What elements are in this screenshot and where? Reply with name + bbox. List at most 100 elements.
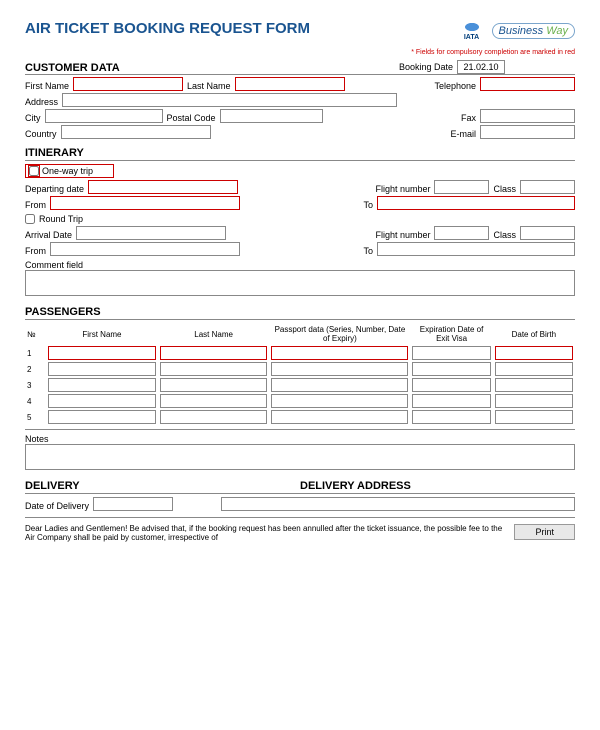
last-name-input[interactable] bbox=[235, 77, 345, 91]
class1-input[interactable] bbox=[520, 180, 575, 194]
fax-input[interactable] bbox=[480, 109, 575, 123]
delivery-heading: DELIVERY bbox=[25, 480, 300, 493]
first-name-label: First Name bbox=[25, 81, 69, 91]
class1-label: Class bbox=[493, 184, 516, 194]
to2-input[interactable] bbox=[377, 242, 575, 256]
arrival-input[interactable] bbox=[76, 226, 226, 240]
departing-input[interactable] bbox=[88, 180, 238, 194]
to2-label: To bbox=[363, 246, 373, 256]
oneway-label: One-way trip bbox=[42, 166, 93, 176]
pass-passport-input[interactable] bbox=[271, 378, 408, 392]
country-input[interactable] bbox=[61, 125, 211, 139]
col-last: Last Name bbox=[158, 323, 270, 345]
round-label: Round Trip bbox=[39, 214, 83, 224]
address-label: Address bbox=[25, 97, 58, 107]
postal-label: Postal Code bbox=[167, 113, 216, 123]
first-name-input[interactable] bbox=[73, 77, 183, 91]
address-input[interactable] bbox=[62, 93, 397, 107]
pass-first-input[interactable] bbox=[48, 394, 156, 408]
page-title: AIR TICKET BOOKING REQUEST FORM bbox=[25, 20, 310, 37]
footer-text: Dear Ladies and Gentlemen! Be advised th… bbox=[25, 524, 502, 542]
pass-dob-input[interactable] bbox=[495, 362, 573, 376]
row-num: 2 bbox=[25, 361, 46, 377]
pass-exit-input[interactable] bbox=[412, 346, 490, 360]
pass-last-input[interactable] bbox=[160, 378, 268, 392]
country-label: Country bbox=[25, 129, 57, 139]
delivery-date-label: Date of Delivery bbox=[25, 501, 89, 511]
col-exit: Expiration Date of Exit Visa bbox=[410, 323, 492, 345]
pass-exit-input[interactable] bbox=[412, 394, 490, 408]
booking-date-input[interactable] bbox=[457, 60, 505, 74]
from1-label: From bbox=[25, 200, 46, 210]
logo-group: IATA Business Way bbox=[460, 20, 576, 41]
row-num: 1 bbox=[25, 345, 46, 361]
pass-first-input[interactable] bbox=[48, 378, 156, 392]
from2-input[interactable] bbox=[50, 242, 240, 256]
pass-dob-input[interactable] bbox=[495, 394, 573, 408]
flight1-input[interactable] bbox=[434, 180, 489, 194]
itinerary-heading: ITINERARY bbox=[25, 147, 575, 161]
pass-passport-input[interactable] bbox=[271, 410, 408, 424]
fax-label: Fax bbox=[461, 113, 476, 123]
table-row: 3 bbox=[25, 377, 575, 393]
row-num: 3 bbox=[25, 377, 46, 393]
businessway-logo: Business Way bbox=[492, 23, 576, 39]
email-label: E-mail bbox=[450, 129, 476, 139]
pass-dob-input[interactable] bbox=[495, 410, 573, 424]
notes-label: Notes bbox=[25, 434, 49, 444]
pass-first-input[interactable] bbox=[48, 362, 156, 376]
print-button[interactable]: Print bbox=[514, 524, 575, 540]
pass-passport-input[interactable] bbox=[271, 346, 408, 360]
pass-dob-input[interactable] bbox=[495, 378, 573, 392]
postal-input[interactable] bbox=[220, 109, 323, 123]
flight2-input[interactable] bbox=[434, 226, 489, 240]
customer-heading: CUSTOMER DATA bbox=[25, 62, 120, 74]
class2-input[interactable] bbox=[520, 226, 575, 240]
table-row: 5 bbox=[25, 409, 575, 425]
from2-label: From bbox=[25, 246, 46, 256]
delivery-address-heading: DELIVERY ADDRESS bbox=[300, 480, 575, 493]
pass-last-input[interactable] bbox=[160, 394, 268, 408]
pass-first-input[interactable] bbox=[48, 346, 156, 360]
row-num: 4 bbox=[25, 393, 46, 409]
table-row: 4 bbox=[25, 393, 575, 409]
pass-last-input[interactable] bbox=[160, 410, 268, 424]
passengers-table: № First Name Last Name Passport data (Se… bbox=[25, 323, 575, 425]
col-no: № bbox=[25, 323, 46, 345]
passengers-heading: PASSENGERS bbox=[25, 306, 575, 320]
arrival-label: Arrival Date bbox=[25, 230, 72, 240]
to1-input[interactable] bbox=[377, 196, 575, 210]
comment-input[interactable] bbox=[25, 270, 575, 296]
to1-label: To bbox=[363, 200, 373, 210]
city-input[interactable] bbox=[45, 109, 163, 123]
city-label: City bbox=[25, 113, 41, 123]
globe-icon bbox=[460, 20, 484, 34]
notes-input[interactable] bbox=[25, 444, 575, 470]
oneway-checkbox[interactable] bbox=[29, 166, 39, 176]
pass-exit-input[interactable] bbox=[412, 410, 490, 424]
delivery-address-input[interactable] bbox=[221, 497, 575, 511]
pass-last-input[interactable] bbox=[160, 362, 268, 376]
pass-first-input[interactable] bbox=[48, 410, 156, 424]
from1-input[interactable] bbox=[50, 196, 240, 210]
email-input[interactable] bbox=[480, 125, 575, 139]
round-checkbox[interactable] bbox=[25, 214, 35, 224]
pass-passport-input[interactable] bbox=[271, 394, 408, 408]
pass-dob-input[interactable] bbox=[495, 346, 573, 360]
col-first: First Name bbox=[46, 323, 158, 345]
pass-passport-input[interactable] bbox=[271, 362, 408, 376]
last-name-label: Last Name bbox=[187, 81, 231, 91]
class2-label: Class bbox=[493, 230, 516, 240]
iata-logo: IATA bbox=[460, 20, 484, 41]
compulsory-note: * Fields for compulsory completion are m… bbox=[25, 49, 575, 56]
delivery-date-input[interactable] bbox=[93, 497, 173, 511]
table-row: 1 bbox=[25, 345, 575, 361]
col-passport: Passport data (Series, Number, Date of E… bbox=[269, 323, 410, 345]
pass-exit-input[interactable] bbox=[412, 362, 490, 376]
booking-date-label: Booking Date bbox=[399, 62, 453, 72]
pass-exit-input[interactable] bbox=[412, 378, 490, 392]
pass-last-input[interactable] bbox=[160, 346, 268, 360]
departing-label: Departing date bbox=[25, 184, 84, 194]
row-num: 5 bbox=[25, 409, 46, 425]
telephone-input[interactable] bbox=[480, 77, 575, 91]
